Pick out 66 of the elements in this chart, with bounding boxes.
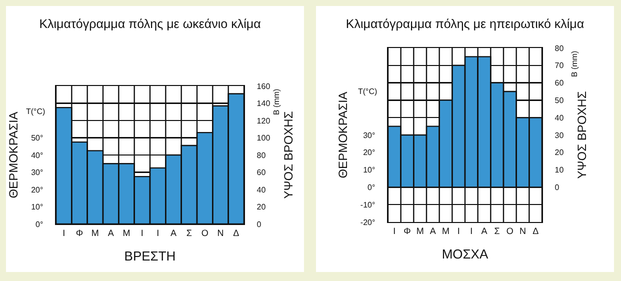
y-tick-label: 0° <box>368 183 376 192</box>
y2-tick-label: 30 <box>554 130 564 140</box>
y2-tick-label: 140 <box>256 99 271 108</box>
y2-axis-title: ΥΨΟΣ ΒΡΟΧΗΣ <box>282 111 296 199</box>
y-tick-label: 10° <box>31 202 44 212</box>
y-tick-label: 40° <box>31 150 44 160</box>
x-tick-label: Α <box>430 226 436 236</box>
x-tick-label: Φ <box>76 228 84 238</box>
y2-tick-label: 80 <box>554 44 564 53</box>
y2-tick-label: 10 <box>554 166 564 175</box>
y-tick-label: 50° <box>31 134 44 143</box>
x-tick-label: Σ <box>186 228 192 238</box>
y2-tick-label: 50 <box>554 96 564 105</box>
x-tick-label: Ι <box>156 228 160 238</box>
y-axis-title: ΘΕΡΜΟΚΡΑΣΙΑ <box>336 92 350 178</box>
x-tick-label: Σ <box>494 226 500 236</box>
y2-tick-label: 70 <box>554 61 564 70</box>
x-tick-label: Ο <box>201 228 208 238</box>
y2-tick-label: 160 <box>256 82 271 91</box>
y-tick-label: 10° <box>363 166 376 175</box>
text: T(°C) <box>26 107 46 116</box>
y2-tick-label: 80 <box>256 150 266 160</box>
y-tick-label: 30° <box>363 130 376 140</box>
y-tick-label: 20° <box>363 148 376 158</box>
y2-tick-label: 20 <box>256 202 266 212</box>
x-tick-label: Ν <box>520 226 526 236</box>
y-tick-label: 0° <box>36 220 44 229</box>
y2-axis-title: ΥΨΟΣ ΒΡΟΧΗΣ <box>575 91 590 179</box>
x-tick-label: Ν <box>217 228 224 238</box>
x-tick-label: Δ <box>532 226 539 236</box>
y2-tick-label: 60 <box>256 168 266 178</box>
x-axis-title: ΜΟΣΧΑ <box>442 246 488 262</box>
x-tick-label: Φ <box>404 226 411 236</box>
x-tick-label: Α <box>108 228 114 238</box>
y-axis-title: ΘΕΡΜΟΚΡΑΣΙΑ <box>6 112 20 198</box>
x-tick-label: Ο <box>506 226 514 236</box>
x-tick-label: Ι <box>393 226 396 236</box>
x-tick-label: Ι <box>470 226 473 236</box>
y2-tick-label: 0 <box>256 220 262 229</box>
chart-title: Κλιματόγραμμα πόλης με ηπειρωτικό κλίμα <box>346 17 584 32</box>
y2-tick-label: 120 <box>256 116 271 126</box>
y2-tick-label: 40 <box>256 185 266 194</box>
text: B (mm) <box>272 88 281 115</box>
y2-tick-label: 100 <box>256 134 271 143</box>
y-tick-label: -10° <box>360 200 376 210</box>
x-tick-label: Ι <box>457 226 460 236</box>
x-tick-label: Α <box>170 228 177 238</box>
x-tick-label: Μ <box>122 228 130 238</box>
x-tick-label: Α <box>481 226 488 236</box>
y2-tick-label: 40 <box>554 113 564 122</box>
x-tick-label: Μ <box>416 226 424 236</box>
chart-title: Κλιματόγραμμα πόλης με ωκεάνιο κλίμα <box>39 17 261 32</box>
x-tick-label: Μ <box>442 226 450 236</box>
y-tick-label: 20° <box>31 185 44 194</box>
y2-tick-label: 60 <box>554 78 564 88</box>
y2-tick-label: 0 <box>554 183 560 192</box>
x-tick-label: Ι <box>62 228 66 238</box>
x-tick-label: Μ <box>91 228 99 238</box>
y-tick-label: -20° <box>360 218 376 227</box>
x-tick-label: Ι <box>140 228 144 238</box>
text: T(°C) <box>358 87 378 96</box>
x-tick-label: Δ <box>233 228 240 238</box>
x-axis-title: ΒΡΕΣΤΗ <box>124 248 176 264</box>
text: B (mm) <box>570 50 579 77</box>
y2-tick-label: 20 <box>554 148 564 158</box>
y-tick-label: 30° <box>31 168 44 178</box>
